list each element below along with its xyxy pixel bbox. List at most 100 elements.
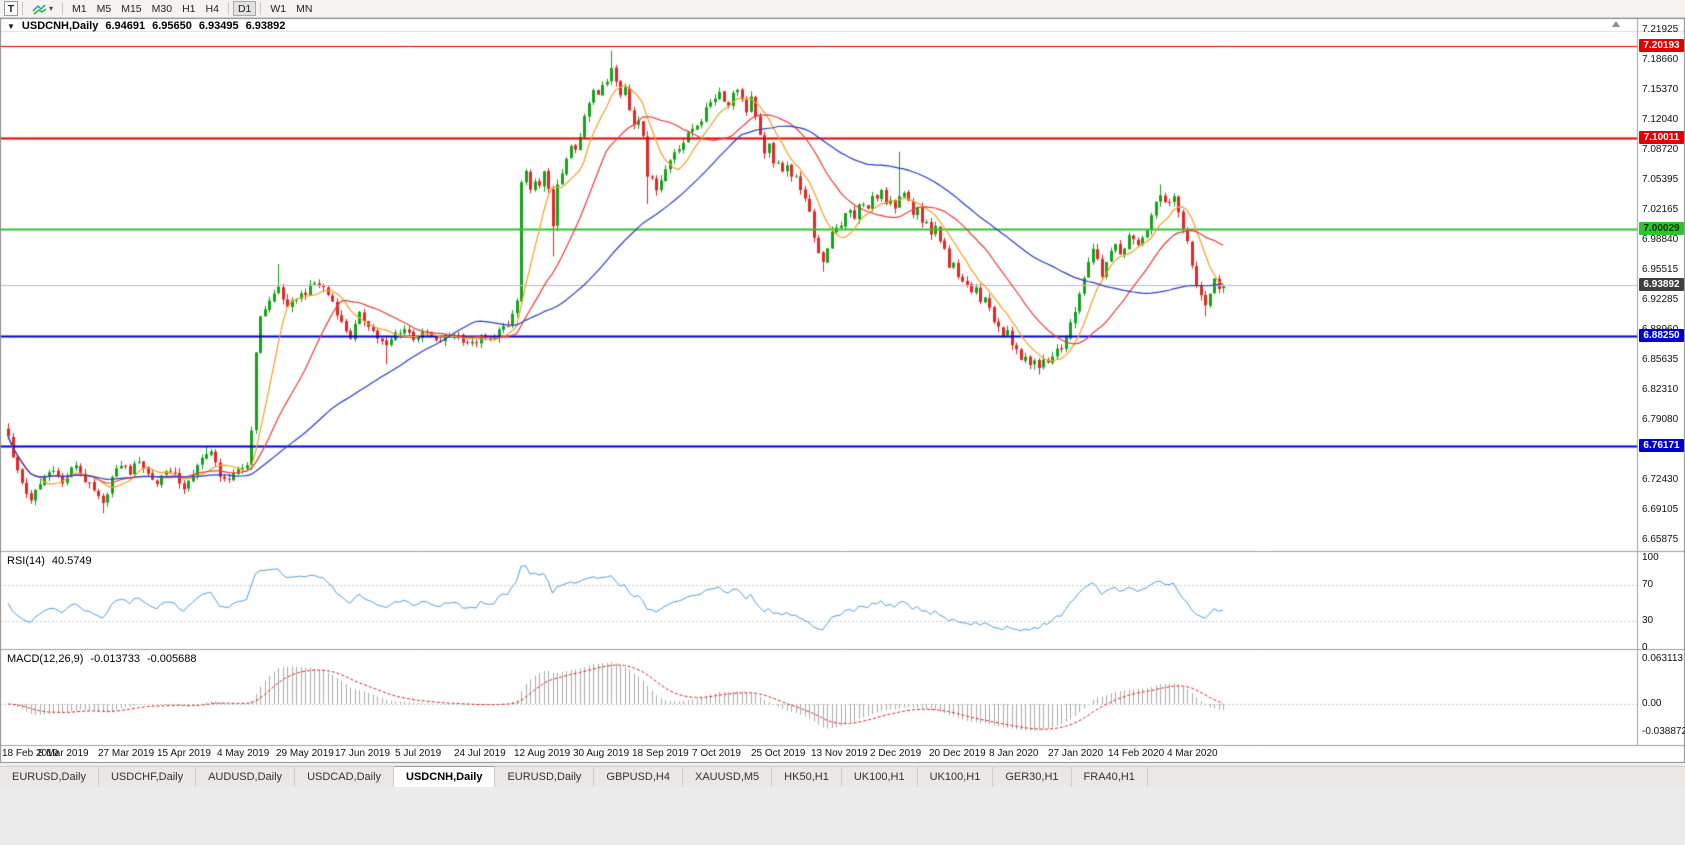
level-price-badge: 6.88250 [1639,329,1684,343]
timeframe-button-h1[interactable]: H1 [177,1,200,16]
timeframe-button-m1[interactable]: M1 [67,1,92,16]
timeframe-button-m30[interactable]: M30 [147,1,177,16]
macd-axis-label: -0.038872 [1642,725,1685,737]
date-label: 7 Oct 2019 [692,748,741,759]
timeframe-button-m15[interactable]: M15 [116,1,146,16]
date-label: 17 Jun 2019 [335,748,391,759]
rsi-axis-label: 30 [1642,615,1654,626]
date-label: 25 Oct 2019 [751,748,806,759]
toolbar-separator [260,2,262,15]
status-area [0,787,1685,845]
date-label: 29 May 2019 [276,748,334,759]
text-tool-button[interactable]: T [4,1,18,16]
date-label: 8 Jan 2020 [989,748,1039,759]
high-value: 6.95650 [152,20,192,32]
chart-tab-9[interactable]: UK100,H1 [841,767,918,787]
date-label: 30 Aug 2019 [573,748,630,759]
date-label: 12 Aug 2019 [514,748,571,759]
chart-shift-marker[interactable] [1612,21,1620,27]
toolbar-separator [227,2,229,15]
rsi-label: RSI(14) [7,555,45,567]
date-label: 5 Jul 2019 [395,748,442,759]
panel-splitter-rsi[interactable] [0,549,1685,553]
price-axis-label: 6.85635 [1642,354,1679,365]
level-price-badge: 7.20193 [1639,38,1684,52]
chart-tab-4[interactable]: USDCNH,Daily [394,766,496,787]
toolbar-separator [62,2,64,15]
price-axis-label: 6.72430 [1642,474,1679,485]
price-axis-label: 7.02165 [1642,204,1679,215]
symbol-period-label: USDCNH,Daily [21,20,99,32]
macd-axis-label: 0.063113 [1642,652,1683,664]
date-label: 13 Nov 2019 [811,748,868,759]
timeframe-button-w1[interactable]: W1 [265,1,291,16]
date-label: 15 Apr 2019 [157,748,211,759]
price-axis-label: 6.95515 [1642,264,1679,275]
price-axis-label: 7.21925 [1642,24,1679,35]
low-value: 6.93495 [198,20,239,32]
macd-axis-label: 0.00 [1642,698,1662,709]
price-axis-label: 7.12040 [1642,114,1679,125]
toolbar: T ▾ M1 M5 M15 M30 H1 H4 D1 W1 MN [0,0,1685,18]
cycle-arrows-icon [32,3,47,15]
rsi-header: RSI(14) 40.5749 [7,555,92,567]
close-value: 6.93892 [245,20,286,32]
chart-title: ▼ USDCNH,Daily 6.94691 6.95650 6.93495 6… [7,20,285,32]
chart-tab-2[interactable]: AUDUSD,Daily [196,767,296,787]
timeframe-button-mn[interactable]: MN [291,1,317,16]
date-label: 18 Feb 2019 [2,748,59,759]
price-chart-canvas[interactable] [0,18,1685,763]
date-label: 8 Mar 2019 [38,748,89,759]
date-label: 2 Dec 2019 [870,748,922,759]
panel-splitter-macd[interactable] [0,647,1685,651]
level-price-badge: 7.00029 [1639,222,1684,236]
macd-header: MACD(12,26,9) -0.013733 -0.005688 [7,653,197,665]
chart-tab-7[interactable]: XAUUSD,M5 [682,767,773,787]
chart-tab-0[interactable]: EURUSD,Daily [0,767,99,787]
rsi-axis-label: 70 [1642,579,1654,590]
date-label: 14 Feb 2020 [1108,748,1165,759]
date-label: 24 Jul 2019 [454,748,506,759]
current-price-badge: 6.93892 [1639,278,1684,292]
macd-signal-value: -0.005688 [146,653,197,665]
timeframe-button-d1[interactable]: D1 [232,1,257,16]
price-axis-label: 6.92285 [1642,294,1679,305]
price-axis-label: 6.79080 [1642,414,1679,425]
timeframe-group: M1 M5 M15 M30 H1 H4 D1 W1 MN [67,1,317,16]
chart-tab-6[interactable]: GBPUSD,H4 [594,767,683,787]
level-price-badge: 7.10011 [1639,131,1684,145]
chart-tab-10[interactable]: UK100,H1 [917,767,994,787]
chart-tab-12[interactable]: FRA40,H1 [1071,767,1148,787]
toolbar-separator [22,2,23,15]
macd-label: MACD(12,26,9) [7,653,84,665]
price-axis-label: 7.15370 [1642,84,1679,95]
chart-tab-5[interactable]: EURUSD,Daily [495,767,595,787]
timeframe-button-h4[interactable]: H4 [201,1,224,16]
date-label: 20 Dec 2019 [929,748,986,759]
date-label: 27 Mar 2019 [98,748,155,759]
price-axis-label: 7.18660 [1642,54,1679,65]
indicators-dropdown-button[interactable]: ▾ [27,1,58,16]
price-axis-label: 6.69105 [1642,504,1679,515]
date-label: 18 Sep 2019 [632,748,689,759]
price-axis-label: 6.65875 [1642,534,1679,545]
collapse-triangle-icon[interactable]: ▼ [7,21,15,31]
open-value: 6.94691 [105,20,146,32]
chart-tab-1[interactable]: USDCHF,Daily [98,767,197,787]
date-label: 27 Jan 2020 [1048,748,1104,759]
rsi-value: 40.5749 [51,555,92,567]
time-axis[interactable]: 18 Feb 2019 8 Mar 2019 27 Mar 2019 15 Apr 2… [0,745,1637,763]
chart-tab-8[interactable]: HK50,H1 [772,767,842,787]
chart-tab-bar: EURUSD,Daily USDCHF,Daily AUDUSD,Daily USDC… [0,766,1685,788]
level-price-badge: 6.76171 [1639,439,1684,453]
price-axis-label: 6.98840 [1642,234,1679,245]
chart-tab-11[interactable]: GER30,H1 [993,767,1072,787]
price-axis-label: 7.08720 [1642,144,1679,155]
macd-main-value: -0.013733 [90,653,140,665]
chart-tab-3[interactable]: USDCAD,Daily [295,767,395,787]
price-axis[interactable]: 7.21925 7.18660 7.15370 7.12040 7.08720 7.053… [1638,18,1685,745]
date-label: 4 May 2019 [217,748,270,759]
chart-window: ▼ USDCNH,Daily 6.94691 6.95650 6.93495 6… [0,18,1685,763]
dropdown-caret-icon: ▾ [49,4,54,13]
timeframe-button-m5[interactable]: M5 [92,1,117,16]
